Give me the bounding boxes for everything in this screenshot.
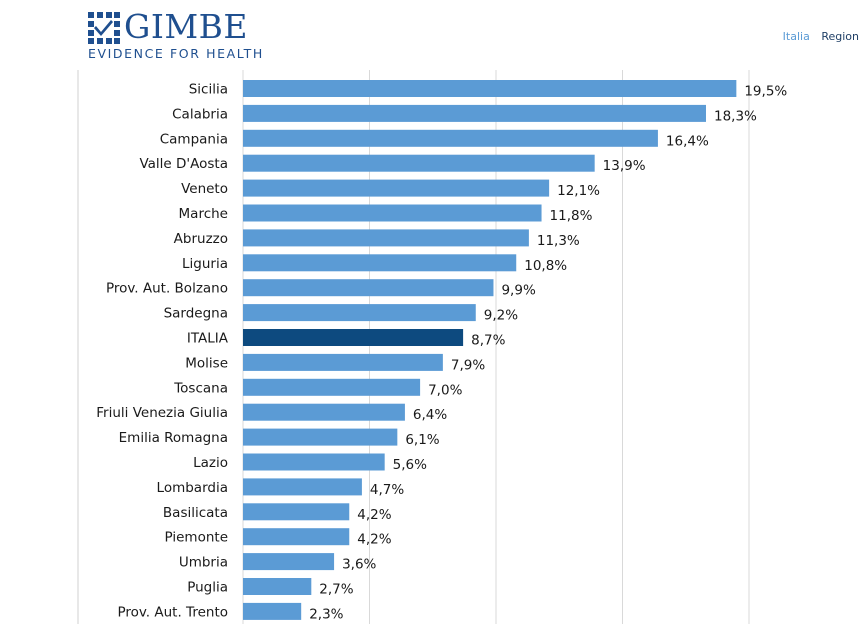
category-label-10: ITALIA xyxy=(187,331,229,347)
bar-17[interactable] xyxy=(243,503,350,521)
category-label-2: Campania xyxy=(160,131,228,147)
category-label-5: Marche xyxy=(179,206,228,222)
bar-12[interactable] xyxy=(243,378,421,396)
bar-13[interactable] xyxy=(243,403,405,421)
value-label-18: 4,2% xyxy=(357,532,391,548)
value-labels: 19,5% 18,3% 16,4% 13,9%12,1% 11,8% 11,3% 10,8%… xyxy=(309,84,787,623)
nav-link-italia[interactable]: Italia xyxy=(782,30,810,43)
value-label-14: 6,1% xyxy=(405,432,439,448)
value-label-19: 3,6% xyxy=(342,557,376,573)
category-label-1: Calabria xyxy=(172,106,228,122)
value-label-7: 10,8% xyxy=(524,258,567,274)
bar-16[interactable] xyxy=(243,478,362,496)
category-label-14: Emilia Romagna xyxy=(119,430,228,446)
bar-8[interactable] xyxy=(243,279,494,297)
category-label-7: Liguria xyxy=(182,256,228,272)
bars xyxy=(243,80,737,620)
category-label-8: Prov. Aut. Bolzano xyxy=(106,281,228,297)
bar-0[interactable] xyxy=(243,80,737,97)
bar-1[interactable] xyxy=(243,104,706,122)
value-label-15: 5,6% xyxy=(393,457,427,473)
category-label-6: Abruzzo xyxy=(174,231,228,247)
bar-3[interactable] xyxy=(243,154,595,172)
category-label-0: Sicilia xyxy=(189,82,228,98)
bar-7[interactable] xyxy=(243,254,517,272)
bar-11[interactable] xyxy=(243,353,443,371)
nav-link-region[interactable]: Region xyxy=(821,30,859,43)
value-label-3: 13,9% xyxy=(603,158,646,174)
category-label-9: Sardegna xyxy=(164,306,228,322)
language-nav: Italia Region xyxy=(775,30,859,43)
logo-wordmark: GIMBE xyxy=(124,7,249,46)
bar-21[interactable] xyxy=(243,602,302,620)
value-label-1: 18,3% xyxy=(714,108,757,124)
value-label-13: 6,4% xyxy=(413,407,447,423)
header: GIMBE EVIDENCE FOR HEALTH Italia Region xyxy=(0,0,859,70)
value-label-9: 9,2% xyxy=(484,308,518,324)
category-label-13: Friuli Venezia Giulia xyxy=(96,405,228,421)
bar-20[interactable] xyxy=(243,578,312,595)
value-label-8: 9,9% xyxy=(501,283,535,299)
bar-15[interactable] xyxy=(243,453,385,471)
bar-chart: Sicilia Calabria Campania Valle D'Aosta Vene… xyxy=(77,70,787,624)
gimbe-logo[interactable]: GIMBE EVIDENCE FOR HEALTH xyxy=(88,7,262,62)
category-label-18: Piemonte xyxy=(165,530,228,546)
category-label-15: Lazio xyxy=(193,455,228,471)
bar-4[interactable] xyxy=(243,179,550,197)
value-label-12: 7,0% xyxy=(428,382,462,398)
value-label-11: 7,9% xyxy=(451,357,485,373)
category-label-11: Molise xyxy=(185,355,228,371)
category-label-21: Prov. Aut. Trento xyxy=(117,604,228,620)
category-label-12: Toscana xyxy=(173,380,228,396)
bar-6[interactable] xyxy=(243,229,529,247)
bar-18[interactable] xyxy=(243,528,350,546)
bar-2[interactable] xyxy=(243,129,658,147)
category-labels: Sicilia Calabria Campania Valle D'Aosta Vene… xyxy=(96,82,228,621)
value-label-2: 16,4% xyxy=(666,133,709,149)
value-label-10: 8,7% xyxy=(471,333,505,349)
category-label-16: Lombardia xyxy=(157,480,228,496)
value-label-0: 19,5% xyxy=(744,84,787,100)
bar-14[interactable] xyxy=(243,428,398,446)
bar-5[interactable] xyxy=(243,204,542,222)
value-label-4: 12,1% xyxy=(557,183,600,199)
logo-tagline: EVIDENCE FOR HEALTH xyxy=(88,46,264,61)
category-label-17: Basilicata xyxy=(163,505,228,521)
value-label-6: 11,3% xyxy=(537,233,580,249)
value-label-17: 4,2% xyxy=(357,507,391,523)
value-label-5: 11,8% xyxy=(550,208,593,224)
value-label-16: 4,7% xyxy=(370,482,404,498)
bar-19[interactable] xyxy=(243,553,335,571)
category-label-20: Puglia xyxy=(187,580,228,596)
bar-10[interactable] xyxy=(243,329,464,346)
value-label-20: 2,7% xyxy=(319,582,353,598)
category-label-19: Umbria xyxy=(179,555,228,571)
category-label-4: Veneto xyxy=(181,181,228,197)
category-label-3: Valle D'Aosta xyxy=(139,156,228,172)
gimbe-logo-icon xyxy=(88,12,120,44)
value-label-21: 2,3% xyxy=(309,606,343,622)
bar-9[interactable] xyxy=(243,304,476,322)
